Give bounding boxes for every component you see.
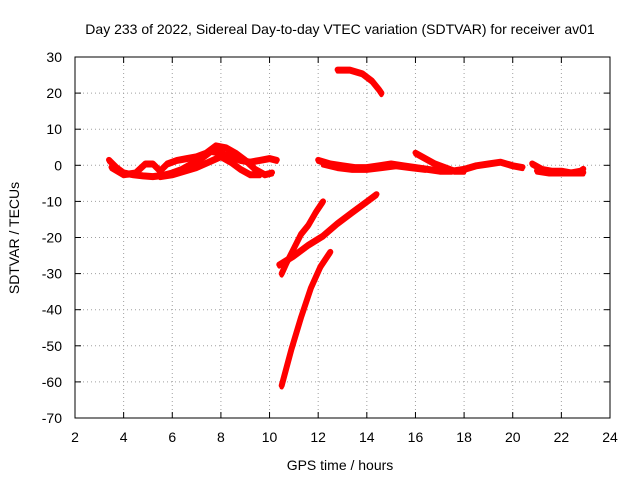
axis-ticks: 2 4 6 8 10 12 14 16 18 20 22 243020100-10-20-30-40-… [42, 49, 618, 445]
y-tick-label: -40 [42, 302, 62, 318]
plot-series [106, 66, 587, 390]
series-arc-j-spread [277, 194, 379, 269]
y-tick-label: -10 [42, 193, 62, 209]
x-tick-label: 8 [217, 429, 225, 445]
series-arc-c-spread [158, 156, 262, 181]
y-tick-label: -50 [42, 338, 62, 354]
x-tick-label: 2 [71, 429, 79, 445]
x-tick-label: 4 [120, 429, 128, 445]
x-tick-label: 20 [505, 429, 521, 445]
y-tick-label: -20 [42, 230, 62, 246]
series-arc-f-spread [413, 152, 467, 175]
x-tick-label: 12 [310, 429, 326, 445]
x-tick-label: 18 [456, 429, 472, 445]
x-tick-label: 24 [602, 429, 618, 445]
series-arc-e-spread [321, 163, 428, 173]
series-arc-h-spread [535, 170, 586, 177]
y-tick-label: -30 [42, 266, 62, 282]
x-tick-label: 6 [168, 429, 176, 445]
x-tick-label: 10 [262, 429, 278, 445]
chart-title: Day 233 of 2022, Sidereal Day-to-day VTE… [85, 21, 595, 37]
series-arc-k-spread [279, 201, 325, 278]
y-tick-label: 10 [46, 121, 62, 137]
x-tick-label: 16 [408, 429, 424, 445]
y-axis-label: SDTVAR / TECUs [6, 182, 22, 294]
x-axis-label: GPS time / hours [287, 457, 394, 473]
grid [75, 57, 610, 418]
y-tick-label: 20 [46, 85, 62, 101]
y-tick-label: 30 [46, 49, 62, 65]
x-tick-label: 22 [554, 429, 570, 445]
x-tick-label: 14 [359, 429, 375, 445]
series-arc-b-spread [109, 145, 274, 179]
series-arc-i-spread [335, 69, 384, 98]
y-tick-label: 0 [54, 157, 62, 173]
series-arc-l-spread [279, 251, 333, 390]
y-tick-label: -70 [42, 410, 62, 426]
y-tick-label: -60 [42, 374, 62, 390]
